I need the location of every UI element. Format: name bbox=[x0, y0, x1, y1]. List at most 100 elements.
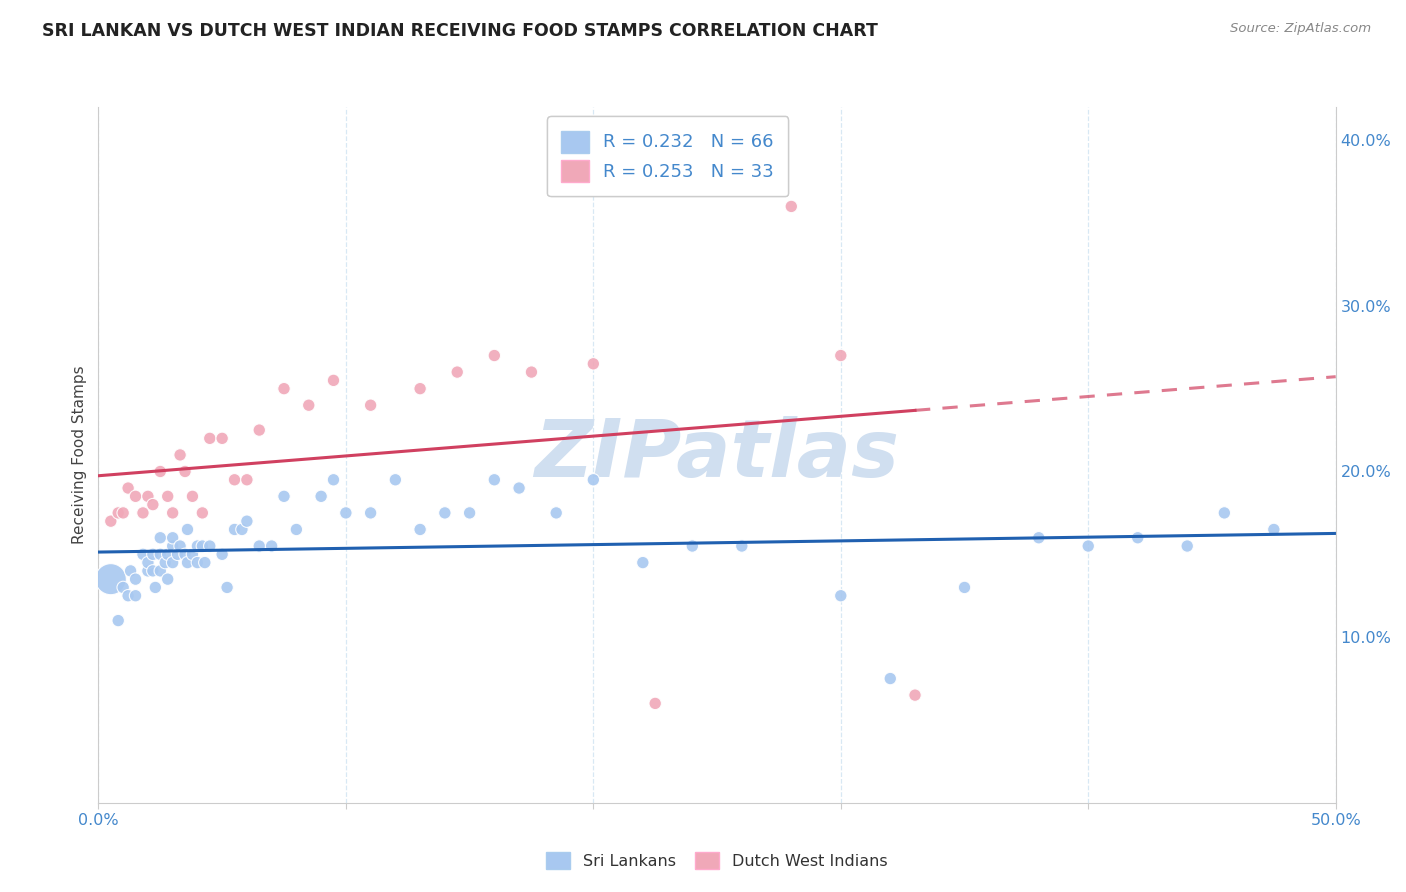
Point bbox=[582, 357, 605, 371]
Point bbox=[360, 506, 382, 520]
Text: ZIPatlas: ZIPatlas bbox=[534, 416, 900, 494]
Point bbox=[117, 589, 139, 603]
Point bbox=[433, 506, 456, 520]
Point bbox=[191, 506, 214, 520]
Point bbox=[520, 365, 543, 379]
Point bbox=[186, 556, 208, 570]
Point bbox=[132, 547, 155, 561]
Point bbox=[100, 572, 122, 586]
Legend: Sri Lankans, Dutch West Indians: Sri Lankans, Dutch West Indians bbox=[540, 846, 894, 875]
Point bbox=[142, 564, 165, 578]
Point bbox=[142, 498, 165, 512]
Point bbox=[162, 531, 184, 545]
Point bbox=[156, 572, 179, 586]
Point bbox=[546, 506, 568, 520]
Point bbox=[1028, 531, 1050, 545]
Point bbox=[780, 199, 803, 213]
Point bbox=[298, 398, 321, 412]
Point bbox=[236, 514, 259, 528]
Point bbox=[117, 481, 139, 495]
Point bbox=[273, 489, 295, 503]
Point bbox=[309, 489, 332, 503]
Point bbox=[124, 572, 146, 586]
Point bbox=[107, 614, 129, 628]
Point bbox=[904, 688, 927, 702]
Point bbox=[322, 373, 344, 387]
Point bbox=[1077, 539, 1099, 553]
Point bbox=[322, 473, 344, 487]
Point bbox=[879, 672, 901, 686]
Point bbox=[409, 523, 432, 537]
Point bbox=[166, 547, 188, 561]
Point bbox=[217, 581, 239, 595]
Point bbox=[149, 564, 172, 578]
Point bbox=[124, 489, 146, 503]
Point bbox=[273, 382, 295, 396]
Point bbox=[162, 506, 184, 520]
Point bbox=[162, 539, 184, 553]
Point bbox=[174, 547, 197, 561]
Point bbox=[236, 473, 259, 487]
Point bbox=[176, 523, 198, 537]
Point bbox=[136, 564, 159, 578]
Point bbox=[953, 581, 976, 595]
Point bbox=[247, 423, 270, 437]
Point bbox=[1213, 506, 1236, 520]
Point bbox=[124, 589, 146, 603]
Point bbox=[458, 506, 481, 520]
Point bbox=[186, 539, 208, 553]
Point bbox=[162, 556, 184, 570]
Text: SRI LANKAN VS DUTCH WEST INDIAN RECEIVING FOOD STAMPS CORRELATION CHART: SRI LANKAN VS DUTCH WEST INDIAN RECEIVIN… bbox=[42, 22, 879, 40]
Point bbox=[149, 531, 172, 545]
Point bbox=[120, 564, 142, 578]
Point bbox=[360, 398, 382, 412]
Point bbox=[830, 349, 852, 363]
Point bbox=[155, 556, 177, 570]
Point bbox=[156, 489, 179, 503]
Point bbox=[1126, 531, 1149, 545]
Point bbox=[830, 589, 852, 603]
Point bbox=[112, 581, 135, 595]
Point bbox=[224, 473, 246, 487]
Point bbox=[149, 547, 172, 561]
Point bbox=[194, 556, 217, 570]
Point bbox=[484, 473, 506, 487]
Point bbox=[681, 539, 703, 553]
Point bbox=[1263, 523, 1285, 537]
Point bbox=[156, 547, 179, 561]
Point bbox=[142, 547, 165, 561]
Point bbox=[644, 697, 666, 711]
Point bbox=[132, 506, 155, 520]
Point bbox=[335, 506, 357, 520]
Point bbox=[731, 539, 754, 553]
Point bbox=[136, 489, 159, 503]
Text: Source: ZipAtlas.com: Source: ZipAtlas.com bbox=[1230, 22, 1371, 36]
Point bbox=[285, 523, 308, 537]
Point bbox=[100, 514, 122, 528]
Point bbox=[191, 539, 214, 553]
Point bbox=[384, 473, 406, 487]
Y-axis label: Receiving Food Stamps: Receiving Food Stamps bbox=[72, 366, 87, 544]
Point bbox=[224, 523, 246, 537]
Point bbox=[136, 556, 159, 570]
Legend: R = 0.232   N = 66, R = 0.253   N = 33: R = 0.232 N = 66, R = 0.253 N = 33 bbox=[547, 116, 789, 196]
Point bbox=[112, 506, 135, 520]
Point bbox=[198, 539, 221, 553]
Point bbox=[409, 382, 432, 396]
Point bbox=[508, 481, 530, 495]
Point bbox=[181, 489, 204, 503]
Point bbox=[169, 539, 191, 553]
Point bbox=[176, 556, 198, 570]
Point bbox=[211, 547, 233, 561]
Point bbox=[211, 431, 233, 445]
Point bbox=[149, 465, 172, 479]
Point bbox=[169, 448, 191, 462]
Point bbox=[484, 349, 506, 363]
Point bbox=[446, 365, 468, 379]
Point bbox=[107, 506, 129, 520]
Point bbox=[198, 431, 221, 445]
Point bbox=[174, 465, 197, 479]
Point bbox=[260, 539, 283, 553]
Point bbox=[1175, 539, 1198, 553]
Point bbox=[582, 473, 605, 487]
